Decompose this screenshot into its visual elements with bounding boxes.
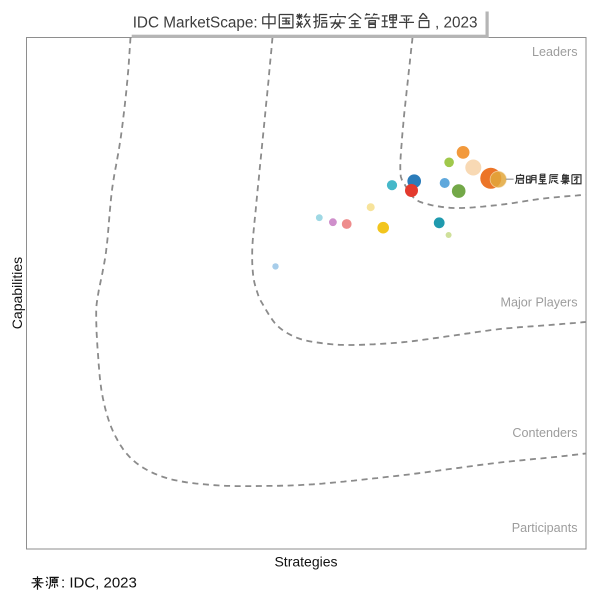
- svg-text:Major Players: Major Players: [501, 295, 578, 309]
- svg-text:Participants: Participants: [512, 521, 578, 535]
- svg-text:Strategies: Strategies: [274, 554, 337, 570]
- svg-text:, 2023: , 2023: [435, 15, 478, 32]
- svg-text:Leaders: Leaders: [532, 45, 578, 59]
- svg-text:: IDC, 2023: : IDC, 2023: [61, 575, 137, 592]
- svg-text:IDC MarketScape:: IDC MarketScape:: [133, 15, 258, 32]
- svg-text:Capabilities: Capabilities: [9, 257, 25, 329]
- svg-text:Contenders: Contenders: [512, 426, 577, 440]
